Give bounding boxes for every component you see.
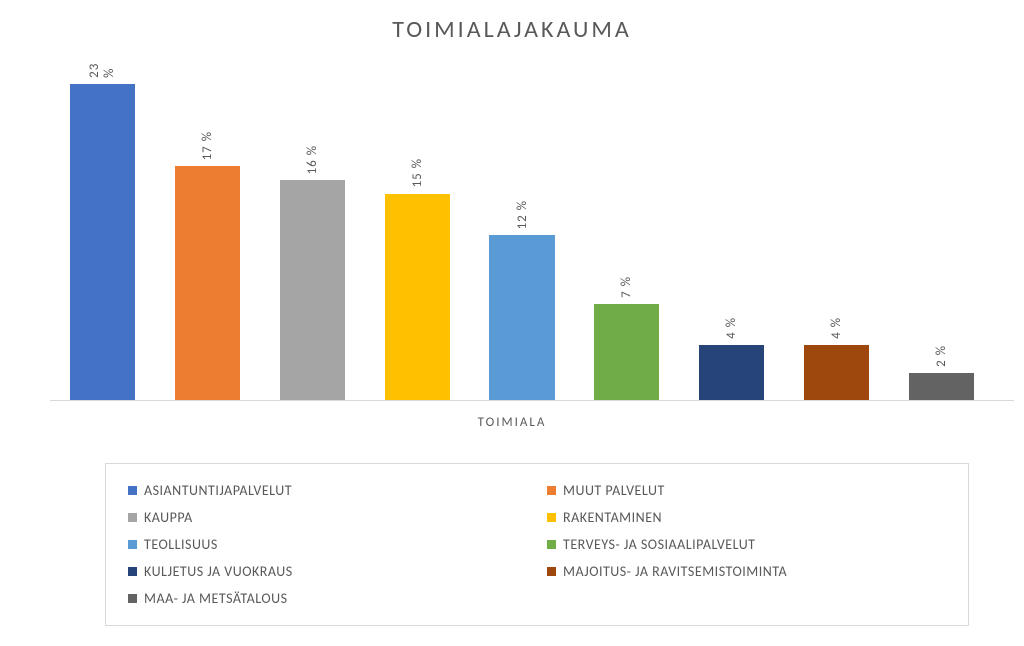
bar — [909, 373, 974, 400]
legend-item: MAA- JA METSÄTALOUS — [128, 590, 537, 607]
bar — [804, 345, 869, 400]
chart-title: TOIMIALAJAKAUMA — [0, 0, 1024, 44]
bar-value-label: 2 % — [934, 345, 949, 367]
bar — [385, 194, 450, 400]
bar-group: 7 % — [574, 60, 679, 400]
legend-label: RAKENTAMINEN — [563, 509, 662, 526]
legend-item: KULJETUS JA VUOKRAUS — [128, 563, 537, 580]
legend-swatch-icon — [128, 513, 137, 522]
bar-value-label: 7 % — [619, 276, 634, 298]
legend-item: ASIANTUNTIJAPALVELUT — [128, 482, 537, 499]
legend-label: KULJETUS JA VUOKRAUS — [144, 563, 293, 580]
bars-row: 23 % 17 % 16 % 15 % 12 % 7 % 4 % 4 % 2 % — [50, 60, 994, 400]
plot-area: 23 % 17 % 16 % 15 % 12 % 7 % 4 % 4 % 2 % — [50, 60, 994, 400]
bar-group: 17 % — [155, 60, 260, 400]
chart-container: TOIMIALAJAKAUMA 23 % 17 % 16 % 15 % 12 % 7 % 4… — [0, 0, 1024, 646]
bar-group: 15 % — [365, 60, 470, 400]
bar-value-label: 4 % — [724, 317, 739, 339]
bar-value-label: 23 % — [87, 60, 117, 78]
bar — [594, 304, 659, 400]
legend-label: TEOLLISUUS — [144, 536, 218, 553]
bar — [70, 84, 135, 400]
legend: ASIANTUNTIJAPALVELUT MUUT PALVELUT KAUPPA R… — [105, 463, 969, 626]
legend-label: ASIANTUNTIJAPALVELUT — [144, 482, 292, 499]
legend-label: MAJOITUS- JA RAVITSEMISTOIMINTA — [563, 563, 787, 580]
bar — [280, 180, 345, 400]
bar-value-label: 15 % — [410, 158, 425, 187]
legend-swatch-icon — [547, 540, 556, 549]
legend-swatch-icon — [547, 567, 556, 576]
legend-item: KAUPPA — [128, 509, 537, 526]
bar-group: 4 % — [784, 60, 889, 400]
bar-value-label: 16 % — [305, 145, 320, 174]
x-axis-title: TOIMIALA — [0, 415, 1024, 430]
legend-item: TEOLLISUUS — [128, 536, 537, 553]
bar-value-label: 12 % — [515, 200, 530, 229]
legend-swatch-icon — [128, 567, 137, 576]
bar — [699, 345, 764, 400]
bar-value-label: 4 % — [829, 317, 844, 339]
legend-label: MUUT PALVELUT — [563, 482, 665, 499]
legend-item: RAKENTAMINEN — [547, 509, 956, 526]
bar-group: 4 % — [679, 60, 784, 400]
legend-item: MAJOITUS- JA RAVITSEMISTOIMINTA — [547, 563, 956, 580]
bar-group: 2 % — [889, 60, 994, 400]
legend-label: TERVEYS- JA SOSIAALIPALVELUT — [563, 536, 756, 553]
legend-swatch-icon — [128, 540, 137, 549]
bar-group: 23 % — [50, 60, 155, 400]
legend-swatch-icon — [547, 486, 556, 495]
bar — [175, 166, 240, 400]
x-axis-line — [50, 400, 1014, 401]
legend-swatch-icon — [547, 513, 556, 522]
legend-swatch-icon — [128, 594, 137, 603]
bar-group: 16 % — [260, 60, 365, 400]
bar — [489, 235, 554, 400]
bar-group: 12 % — [470, 60, 575, 400]
legend-item: TERVEYS- JA SOSIAALIPALVELUT — [547, 536, 956, 553]
legend-label: MAA- JA METSÄTALOUS — [144, 590, 288, 607]
bar-value-label: 17 % — [200, 131, 215, 160]
legend-label: KAUPPA — [144, 509, 193, 526]
legend-swatch-icon — [128, 486, 137, 495]
legend-item: MUUT PALVELUT — [547, 482, 956, 499]
